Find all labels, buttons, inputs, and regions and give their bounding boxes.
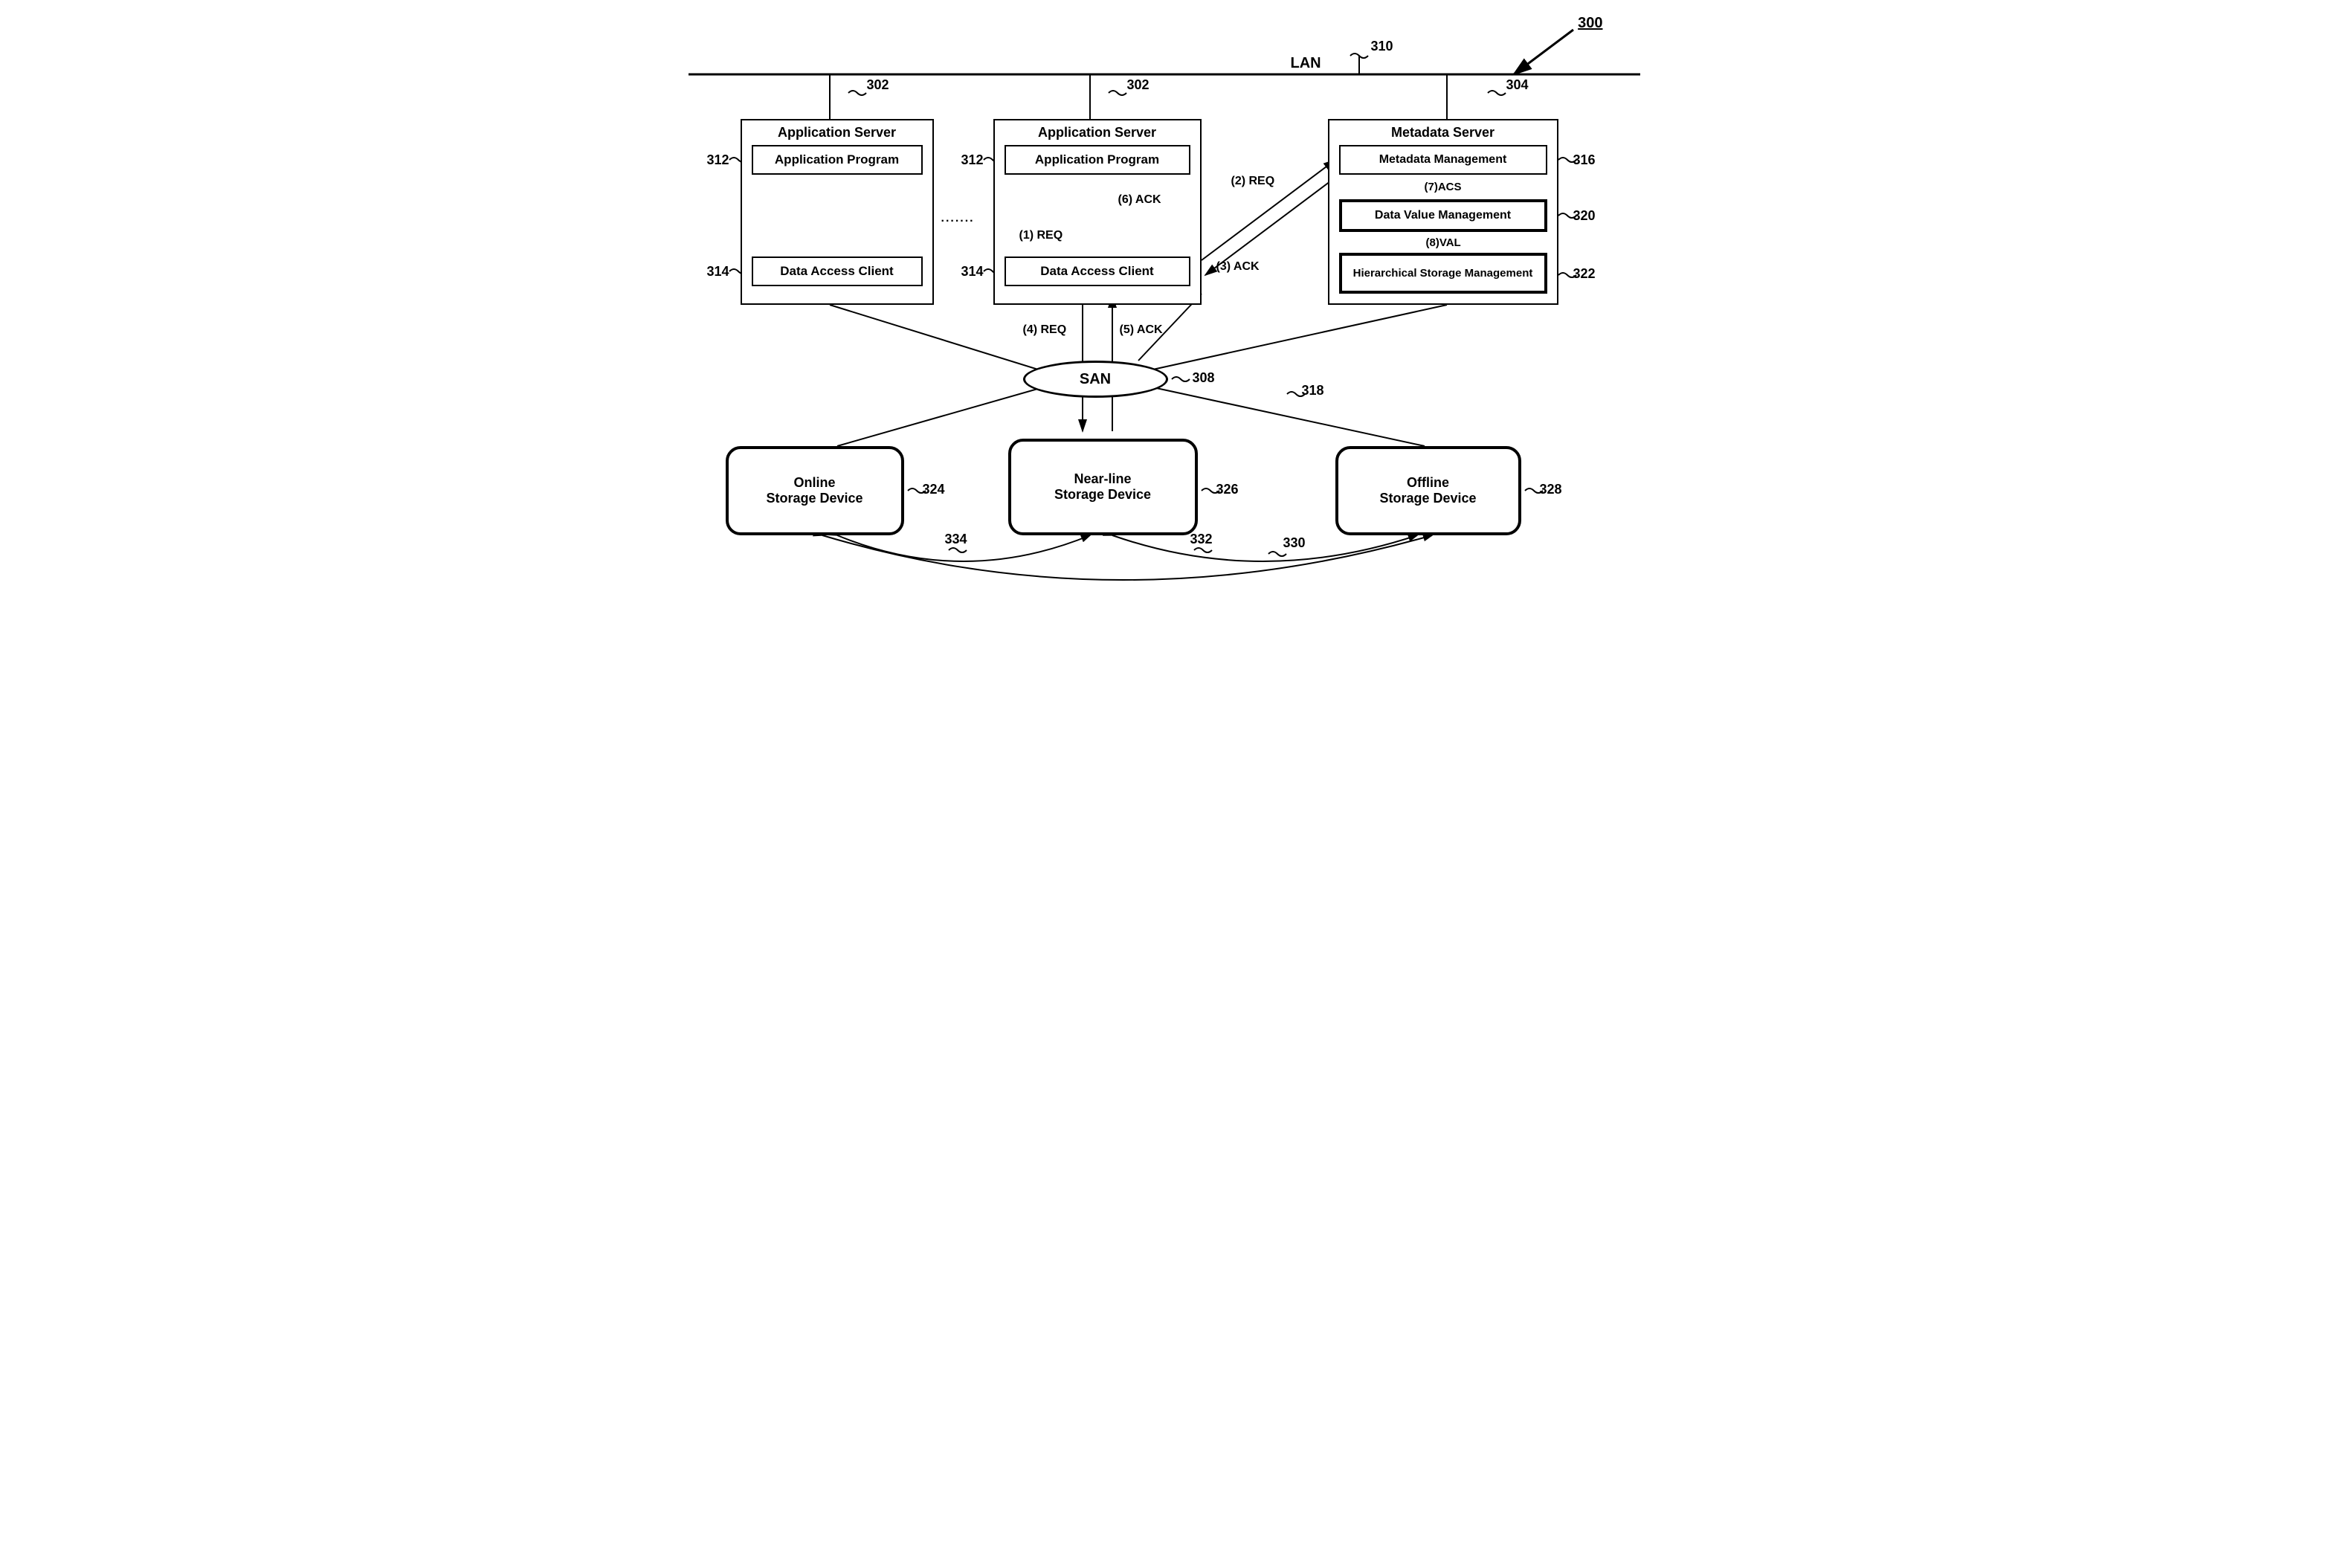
app-server-2-title: Application Server [995, 125, 1200, 141]
data-value-mgmt: Data Value Management [1339, 199, 1547, 232]
offline-storage: Offline Storage Device [1335, 446, 1521, 535]
app2-program: Application Program [1005, 145, 1190, 175]
nearline-storage: Near-line Storage Device [1008, 439, 1198, 535]
online-storage: Online Storage Device [726, 446, 904, 535]
ref-meta: 304 [1506, 77, 1529, 93]
ref-330: 330 [1283, 535, 1306, 551]
ref-332: 332 [1190, 532, 1213, 547]
metadata-server-title: Metadata Server [1329, 125, 1557, 141]
ref-310: 310 [1371, 39, 1393, 54]
flow-4: (4) REQ [1023, 323, 1067, 337]
app-server-1-title: Application Server [742, 125, 932, 141]
ref-318: 318 [1302, 383, 1324, 399]
ref-300: 300 [1578, 15, 1602, 32]
flow-7: (7)ACS [1425, 181, 1462, 193]
ref-334: 334 [945, 532, 967, 547]
san-node: SAN [1023, 361, 1168, 398]
ref-app1: 302 [867, 77, 889, 93]
lan-label: LAN [1291, 55, 1321, 72]
app1-program: Application Program [752, 145, 923, 175]
flow-1: (1) REQ [1019, 229, 1063, 242]
hsm: Hierarchical Storage Management [1339, 253, 1547, 294]
app1-dac: Data Access Client [752, 257, 923, 286]
ref-320: 320 [1573, 208, 1596, 224]
flow-6: (6) ACK [1118, 193, 1161, 207]
ref-312b: 312 [961, 152, 984, 168]
flow-8: (8)VAL [1426, 236, 1461, 249]
ellipsis-servers: ....... [941, 212, 975, 225]
flow-5: (5) ACK [1120, 323, 1163, 337]
ref-314b: 314 [961, 264, 984, 280]
app2-dac: Data Access Client [1005, 257, 1190, 286]
ref-312a: 312 [707, 152, 729, 168]
metadata-mgmt: Metadata Management [1339, 145, 1547, 175]
ref-308: 308 [1193, 370, 1215, 386]
ref-322: 322 [1573, 266, 1596, 282]
ref-316: 316 [1573, 152, 1596, 168]
flow-2: (2) REQ [1231, 175, 1275, 188]
ref-314a: 314 [707, 264, 729, 280]
ref-app2: 302 [1127, 77, 1150, 93]
ref-324: 324 [923, 482, 945, 497]
flow-3: (3) ACK [1216, 260, 1260, 274]
ref-328: 328 [1540, 482, 1562, 497]
ref-326: 326 [1216, 482, 1239, 497]
